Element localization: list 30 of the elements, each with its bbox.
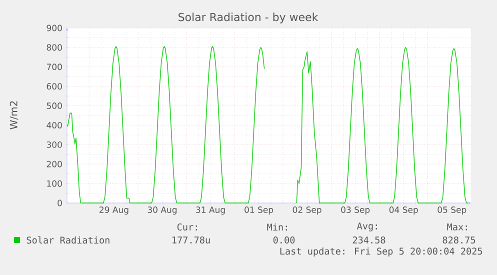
text: Cur: — [177, 223, 197, 230]
text: 828.75 — [442, 236, 476, 244]
y-tick-label: 200 — [46, 160, 62, 168]
text: 234.58 — [352, 236, 386, 244]
x-tick-label: 29 Aug — [100, 206, 128, 215]
chart-title: Solar Radiation - by week — [178, 12, 318, 24]
text: Avg: — [356, 222, 377, 232]
y-axis-title: W/m2 — [10, 101, 18, 130]
x-tick-label: 31 Aug — [196, 206, 225, 215]
y-tick-label: 300 — [46, 141, 62, 148]
x-tick-label: 05 Sep — [438, 206, 466, 215]
x-tick-label: 02 Sep — [292, 206, 322, 215]
x-tick-label: 30 Aug — [148, 206, 177, 215]
x-tick-label: 04 Sep — [389, 206, 418, 215]
y-tick-label: 500 — [46, 102, 62, 109]
y-tick-label: 100 — [47, 180, 62, 187]
legend-label: Solar Radiation — [26, 236, 110, 244]
x-tick-label: 01 Sep — [244, 206, 274, 215]
x-tick-label: 03 Sep — [341, 206, 370, 215]
text: 0.00 — [273, 236, 295, 244]
y-tick-label: 900 — [46, 24, 62, 32]
y-tick-label: 700 — [46, 64, 62, 70]
text: 177.78u — [172, 236, 210, 244]
y-tick-label: 0 — [58, 200, 62, 206]
y-tick-label: 400 — [46, 122, 62, 128]
text: Last update: Fri Sep 5 20:00:04 2025 — [280, 247, 482, 256]
text: Min: — [267, 223, 287, 231]
text: Max: — [447, 224, 467, 230]
y-tick-label: 800 — [46, 44, 62, 51]
y-tick-label: 600 — [46, 83, 62, 90]
